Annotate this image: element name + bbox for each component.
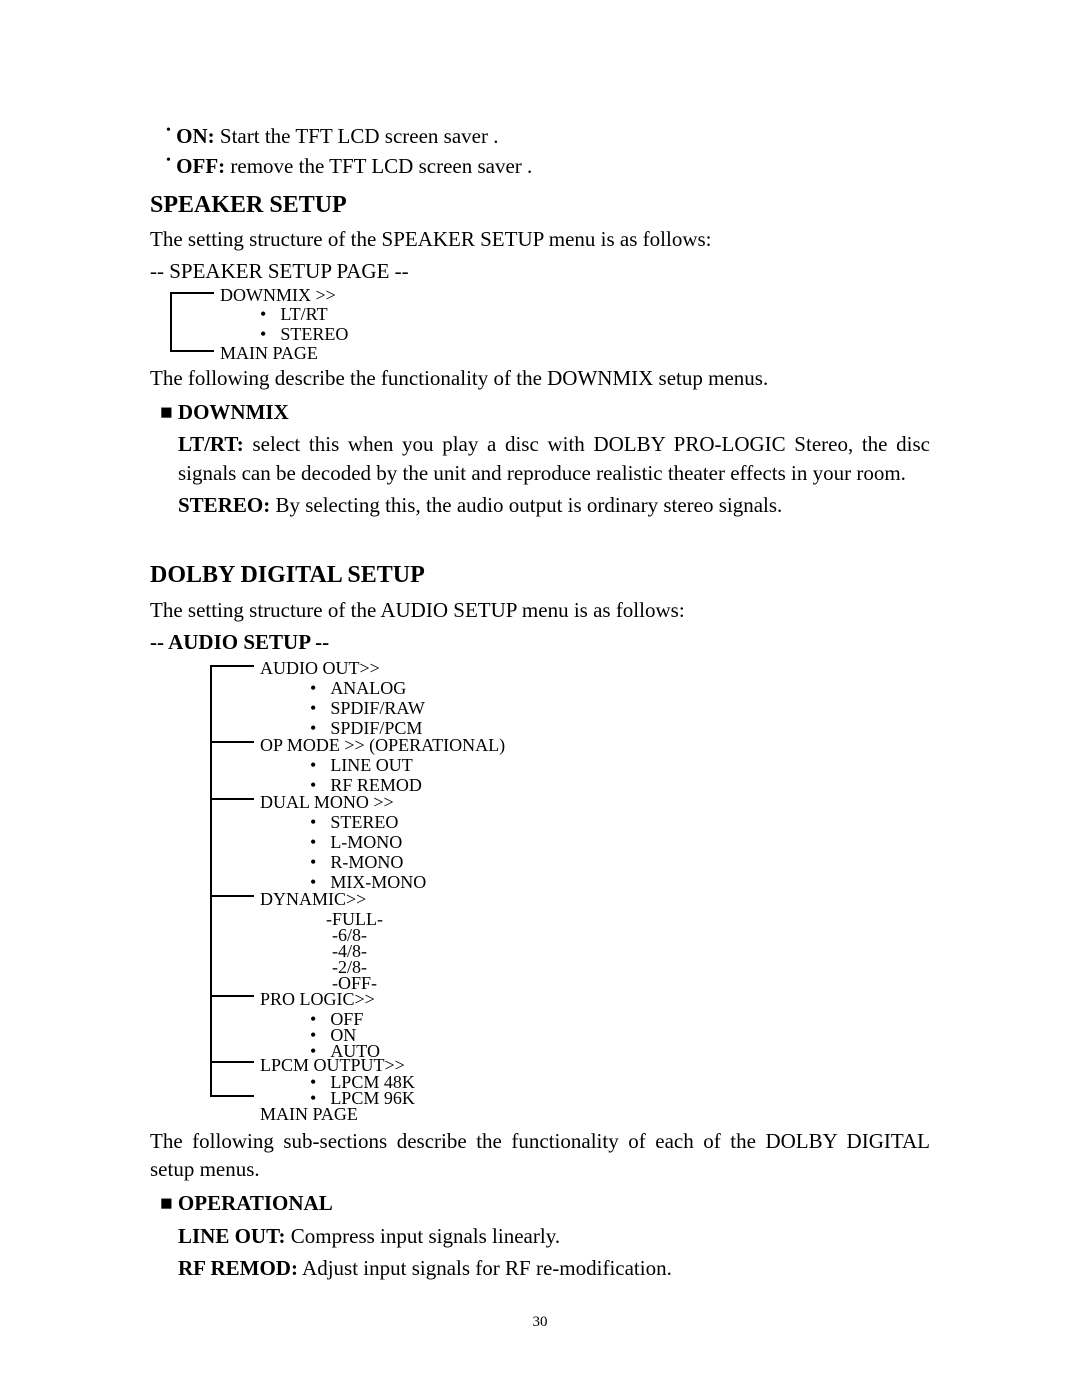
- audio-setup-label: -- AUDIO SETUP --: [150, 628, 930, 656]
- ltrt-text: select this when you play a disc with DO…: [178, 432, 930, 484]
- on-text: Start the TFT LCD screen saver .: [215, 124, 499, 148]
- stereo-text: By selecting this, the audio output is o…: [270, 493, 782, 517]
- off-text: remove the TFT LCD screen saver .: [225, 154, 532, 178]
- tree-vertical-line: [170, 292, 172, 352]
- speaker-intro: The setting structure of the SPEAKER SET…: [150, 225, 930, 253]
- tree-branch-line: [210, 741, 254, 743]
- tree-branch-line: [170, 292, 214, 294]
- speaker-setup-heading: SPEAKER SETUP: [150, 189, 930, 221]
- stereo-description: STEREO: By selecting this, the audio out…: [178, 491, 930, 519]
- bullet-icon: •: [166, 153, 171, 168]
- page-number: 30: [150, 1312, 930, 1332]
- lineout-label: LINE OUT:: [178, 1224, 286, 1248]
- audio-tree: AUDIO OUT>> ANALOG SPDIF/RAW SPDIF/PCM O…: [210, 661, 930, 1101]
- lineout-description: LINE OUT: Compress input signals linearl…: [178, 1222, 930, 1250]
- dolby-intro: The setting structure of the AUDIO SETUP…: [150, 596, 930, 624]
- rfremod-description: RF REMOD: Adjust input signals for RF re…: [178, 1254, 930, 1282]
- speaker-tree: DOWNMIX >> LT/RT STEREO MAIN PAGE: [170, 288, 930, 360]
- tree-item-main: MAIN PAGE: [220, 341, 318, 365]
- dolby-heading: DOLBY DIGITAL SETUP: [150, 559, 930, 591]
- rfremod-label: RF REMOD:: [178, 1256, 298, 1280]
- tree-branch-line: [210, 895, 254, 897]
- speaker-after-tree: The following describe the functionality…: [150, 364, 930, 392]
- tree-branch-line: [210, 995, 254, 997]
- downmix-subheading: ■ DOWNMIX: [160, 398, 930, 426]
- tree-branch-line: [210, 1095, 254, 1097]
- tree-item: MAIN PAGE: [260, 1102, 358, 1126]
- lineout-text: Compress input signals linearly.: [286, 1224, 561, 1248]
- bullet-icon: •: [166, 123, 171, 138]
- off-label: OFF:: [176, 154, 225, 178]
- rfremod-text: Adjust input signals for RF re-modificat…: [298, 1256, 672, 1280]
- tree-branch-line: [210, 798, 254, 800]
- dolby-after-tree: The following sub-sections describe the …: [150, 1127, 930, 1184]
- tree-branch-line: [210, 1061, 254, 1063]
- off-line: • OFF: remove the TFT LCD screen saver .: [166, 152, 930, 180]
- on-line: • ON: Start the TFT LCD screen saver .: [166, 122, 930, 150]
- operational-subheading: ■ OPERATIONAL: [160, 1189, 930, 1217]
- tree-branch-line: [210, 665, 254, 667]
- stereo-label: STEREO:: [178, 493, 270, 517]
- document-page: • ON: Start the TFT LCD screen saver . •…: [0, 0, 1080, 1393]
- ltrt-label: LT/RT:: [178, 432, 244, 456]
- tree-vertical-line: [210, 665, 212, 1095]
- tree-branch-line: [170, 350, 214, 352]
- ltrt-description: LT/RT: select this when you play a disc …: [178, 430, 930, 487]
- on-label: ON:: [176, 124, 215, 148]
- speaker-page-label: -- SPEAKER SETUP PAGE --: [150, 257, 930, 285]
